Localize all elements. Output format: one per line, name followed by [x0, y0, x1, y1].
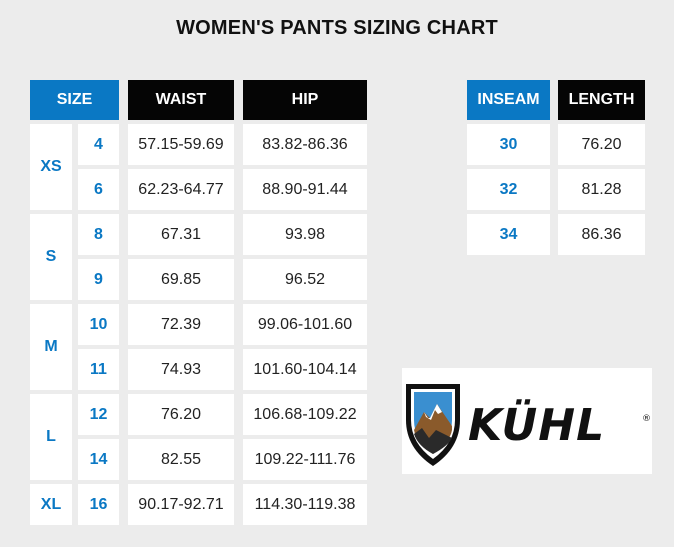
brand-logo: KÜHL ® — [402, 368, 652, 474]
size-number: 11 — [78, 349, 119, 390]
waist-value: 62.23-64.77 — [128, 169, 234, 210]
length-value: 81.28 — [558, 169, 645, 210]
hip-value: 109.22-111.76 — [243, 439, 367, 480]
hip-value: 83.82-86.36 — [243, 124, 367, 165]
size-number: 6 — [78, 169, 119, 210]
registered-mark: ® — [642, 414, 651, 424]
size-number: 12 — [78, 394, 119, 435]
hip-value: 96.52 — [243, 259, 367, 300]
size-group-s: S — [30, 214, 72, 300]
size-number: 9 — [78, 259, 119, 300]
inseam-value: 32 — [467, 169, 550, 210]
length-value: 86.36 — [558, 214, 645, 255]
waist-value: 67.31 — [128, 214, 234, 255]
size-number: 16 — [78, 484, 119, 525]
header-inseam: INSEAM — [467, 80, 550, 120]
size-group-xl: XL — [30, 484, 72, 525]
size-group-l: L — [30, 394, 72, 480]
size-group-m: M — [30, 304, 72, 390]
hip-value: 101.60-104.14 — [243, 349, 367, 390]
size-number: 14 — [78, 439, 119, 480]
header-length: LENGTH — [558, 80, 645, 120]
header-waist: WAIST — [128, 80, 234, 120]
waist-value: 90.17-92.71 — [128, 484, 234, 525]
size-number: 4 — [78, 124, 119, 165]
waist-value: 74.93 — [128, 349, 234, 390]
inseam-value: 34 — [467, 214, 550, 255]
mountain-shield-icon — [406, 384, 460, 466]
hip-value: 106.68-109.22 — [243, 394, 367, 435]
header-size: SIZE — [30, 80, 119, 120]
inseam-value: 30 — [467, 124, 550, 165]
waist-value: 82.55 — [128, 439, 234, 480]
size-number: 8 — [78, 214, 119, 255]
waist-value: 69.85 — [128, 259, 234, 300]
header-hip: HIP — [243, 80, 367, 120]
length-value: 76.20 — [558, 124, 645, 165]
brand-wordmark: KÜHL — [468, 400, 606, 451]
size-group-xs: XS — [30, 124, 72, 210]
hip-value: 99.06-101.60 — [243, 304, 367, 345]
waist-value: 57.15-59.69 — [128, 124, 234, 165]
hip-value: 114.30-119.38 — [243, 484, 367, 525]
waist-value: 76.20 — [128, 394, 234, 435]
size-number: 10 — [78, 304, 119, 345]
hip-value: 88.90-91.44 — [243, 169, 367, 210]
hip-value: 93.98 — [243, 214, 367, 255]
waist-value: 72.39 — [128, 304, 234, 345]
page-title: WOMEN'S PANTS SIZING CHART — [176, 17, 498, 39]
